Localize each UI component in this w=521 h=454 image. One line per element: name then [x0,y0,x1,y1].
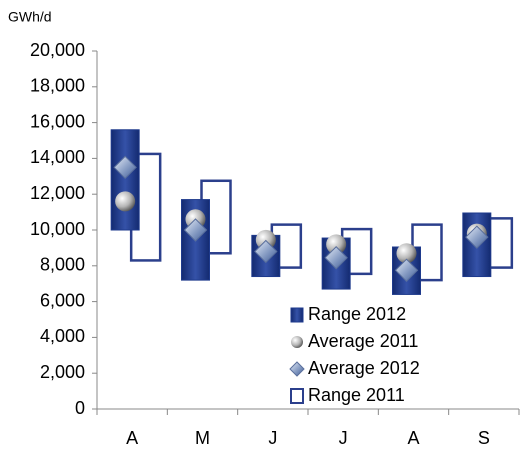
range-bar [110,129,140,231]
y-tick-label: 18,000 [30,76,85,96]
legend-bg [287,330,447,354]
average-marker [396,243,417,264]
legend-bg [287,303,447,327]
legend-icon [291,336,303,348]
x-tick-label: S [478,428,490,448]
y-tick-label: 0 [75,398,85,418]
x-tick-label: A [126,428,138,448]
legend-label: Average 2011 [308,331,418,351]
average-marker [115,191,136,212]
legend-label: Average 2012 [308,358,420,378]
average-marker [326,234,347,255]
y-tick-label: 2,000 [40,362,85,382]
legend-label: Range 2011 [308,385,405,405]
average-marker [113,155,137,180]
legend-bg [287,384,447,408]
x-tick-label: J [268,428,277,448]
y-tick-label: 4,000 [40,326,85,346]
legend-icon [290,307,304,323]
x-tick-label: M [195,428,210,448]
y-tick-label: 12,000 [30,183,85,203]
x-tick-label: J [339,428,348,448]
legend: Range 2012 Average 2011 Average 2012 Range … [287,303,447,408]
average-marker [183,218,208,242]
y-tick-label: 6,000 [40,290,85,310]
y-tick-label: 10,000 [30,219,85,239]
x-tick-label: A [407,428,419,448]
average-marker [324,246,348,270]
y-tick-label: 14,000 [30,147,85,167]
average-marker [394,258,419,282]
y-tick-label: 20,000 [30,40,85,60]
average-marker [465,225,489,249]
legend-icon [289,361,305,377]
y-tick-label: 8,000 [40,255,85,275]
average-marker [254,239,278,264]
legend-label: Range 2012 [308,304,406,324]
y-tick-label: 16,000 [30,111,85,131]
y-unit: GWh/d [8,9,52,25]
legend-bg [287,357,447,381]
legend-icon [290,388,304,404]
